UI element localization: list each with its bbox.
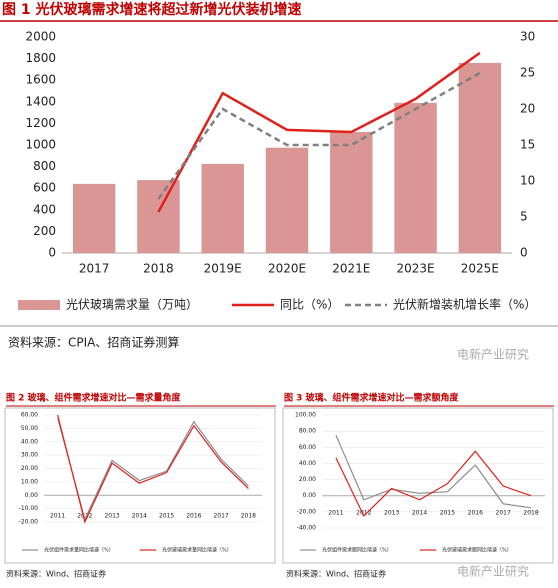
x-tick-label: 2017: [79, 262, 110, 276]
x-tick-label: 2016: [468, 510, 483, 517]
bar: [330, 132, 373, 253]
chart-title: 图 2 玻璃、组件需求增速对比—需求量角度: [6, 392, 182, 404]
line-series: [57, 414, 249, 524]
x-tick-label: 2012: [356, 510, 371, 517]
x-tick-label: 2018: [143, 262, 174, 276]
x-tick-label: 2014: [412, 510, 427, 517]
y-tick-label: 60.00: [21, 412, 38, 419]
x-tick-label: 2012: [77, 513, 92, 520]
source-note: 资料来源：Wind、招商证券: [6, 569, 106, 579]
x-tick-label: 2015: [440, 510, 455, 517]
y-tick-label: 1600: [25, 73, 56, 87]
y-tick-label: 100.00: [295, 412, 316, 419]
y-tick-label: 20.00: [21, 465, 38, 472]
legend-label: 光伏玻璃需求量同比增速（%）: [162, 547, 232, 554]
y-tick-label: 40.00: [21, 438, 38, 445]
x-tick-label: 2011: [50, 513, 65, 520]
watermark: 电新产业研究: [457, 347, 529, 362]
y-tick-label: 1000: [25, 138, 56, 152]
y-tick-label: 2000: [25, 30, 56, 44]
y-tick-label: 800: [33, 159, 56, 173]
y-tick-label: 10.00: [21, 478, 38, 485]
y-tick-label: 20.00: [299, 476, 316, 483]
x-tick-label: 2023E: [397, 262, 435, 276]
x-tick-label: 2020E: [268, 262, 306, 276]
y-tick-label: 50.00: [21, 425, 38, 432]
y-tick-label: -40.00: [297, 525, 317, 532]
bar: [265, 147, 309, 253]
y-tick-label: 1800: [25, 51, 56, 65]
y-tick-label: 30.00: [21, 452, 38, 459]
x-tick-label: 2018: [523, 510, 538, 517]
y-tick-label: 80.00: [299, 428, 316, 435]
y-tick-label: -10.00: [19, 505, 39, 512]
line-series: [157, 51, 481, 213]
x-tick-label: 2021E: [332, 262, 370, 276]
y-tick-label: 60.00: [299, 444, 316, 451]
source-note: 资料来源：Wind、招商证券: [286, 569, 386, 579]
y2-tick-label: 20: [520, 102, 535, 116]
y-tick-label: 40.00: [299, 460, 316, 467]
y2-tick-label: 0: [520, 246, 528, 260]
legend-label: 光伏玻璃需求额同比增速（%）: [442, 547, 512, 554]
line-series: [157, 71, 481, 200]
chart-frame: [282, 407, 554, 564]
bar: [137, 180, 180, 253]
source-note: 资料来源：CPIA、招商证券测算: [8, 335, 179, 350]
x-tick-label: 2013: [104, 513, 119, 520]
y2-tick-label: 10: [520, 174, 535, 188]
x-tick-label: 2011: [328, 510, 343, 517]
y-tick-label: 0.00: [303, 492, 317, 499]
chart-frame: [4, 407, 276, 564]
legend-label: 光伏玻璃需求量（万吨）: [66, 298, 198, 312]
chart-title: 图 1 光伏玻璃需求增速将超过新增光伏装机增速: [2, 1, 302, 18]
y-tick-label: -20.00: [297, 508, 317, 515]
bar: [458, 62, 502, 253]
x-tick-label: 2019E: [204, 262, 242, 276]
x-tick-label: 2017: [496, 510, 511, 517]
x-tick-label: 2014: [132, 513, 147, 520]
y-tick-label: -20.00: [19, 519, 39, 526]
legend-label: 同比（%）: [280, 298, 339, 312]
y-tick-label: 200: [33, 224, 56, 238]
bar: [72, 183, 116, 253]
legend-label: 光伏组件需求量同比增速（%）: [44, 547, 114, 554]
y-tick-label: 0.00: [25, 492, 39, 499]
legend-label: 光伏组件需求额同比增速（%）: [322, 547, 392, 554]
y2-tick-label: 5: [520, 210, 528, 224]
legend-swatch: [18, 300, 60, 310]
x-tick-label: 2018: [241, 513, 256, 520]
bar: [394, 102, 437, 253]
x-tick-label: 2016: [186, 513, 201, 520]
x-tick-label: 2015: [159, 513, 174, 520]
y-tick-label: 400: [33, 202, 56, 216]
line-series: [57, 417, 249, 522]
y-tick-label: 1400: [25, 94, 56, 108]
y2-tick-label: 25: [520, 66, 535, 80]
y-tick-label: 600: [33, 181, 56, 195]
chart-title: 图 3 玻璃、组件需求增速对比—需求额角度: [284, 392, 460, 404]
y2-tick-label: 30: [520, 30, 535, 44]
x-tick-label: 2025E: [461, 262, 499, 276]
line-series: [335, 450, 532, 517]
y-tick-label: 1200: [25, 116, 56, 130]
line-series: [335, 434, 532, 509]
y2-tick-label: 15: [520, 138, 535, 152]
watermark: 电新产业研究: [457, 564, 529, 579]
x-tick-label: 2017: [213, 513, 228, 520]
legend-label: 光伏新增装机增长率（%）: [393, 297, 536, 312]
y-tick-label: 0: [48, 246, 56, 260]
bar: [201, 163, 244, 253]
x-tick-label: 2013: [384, 510, 399, 517]
